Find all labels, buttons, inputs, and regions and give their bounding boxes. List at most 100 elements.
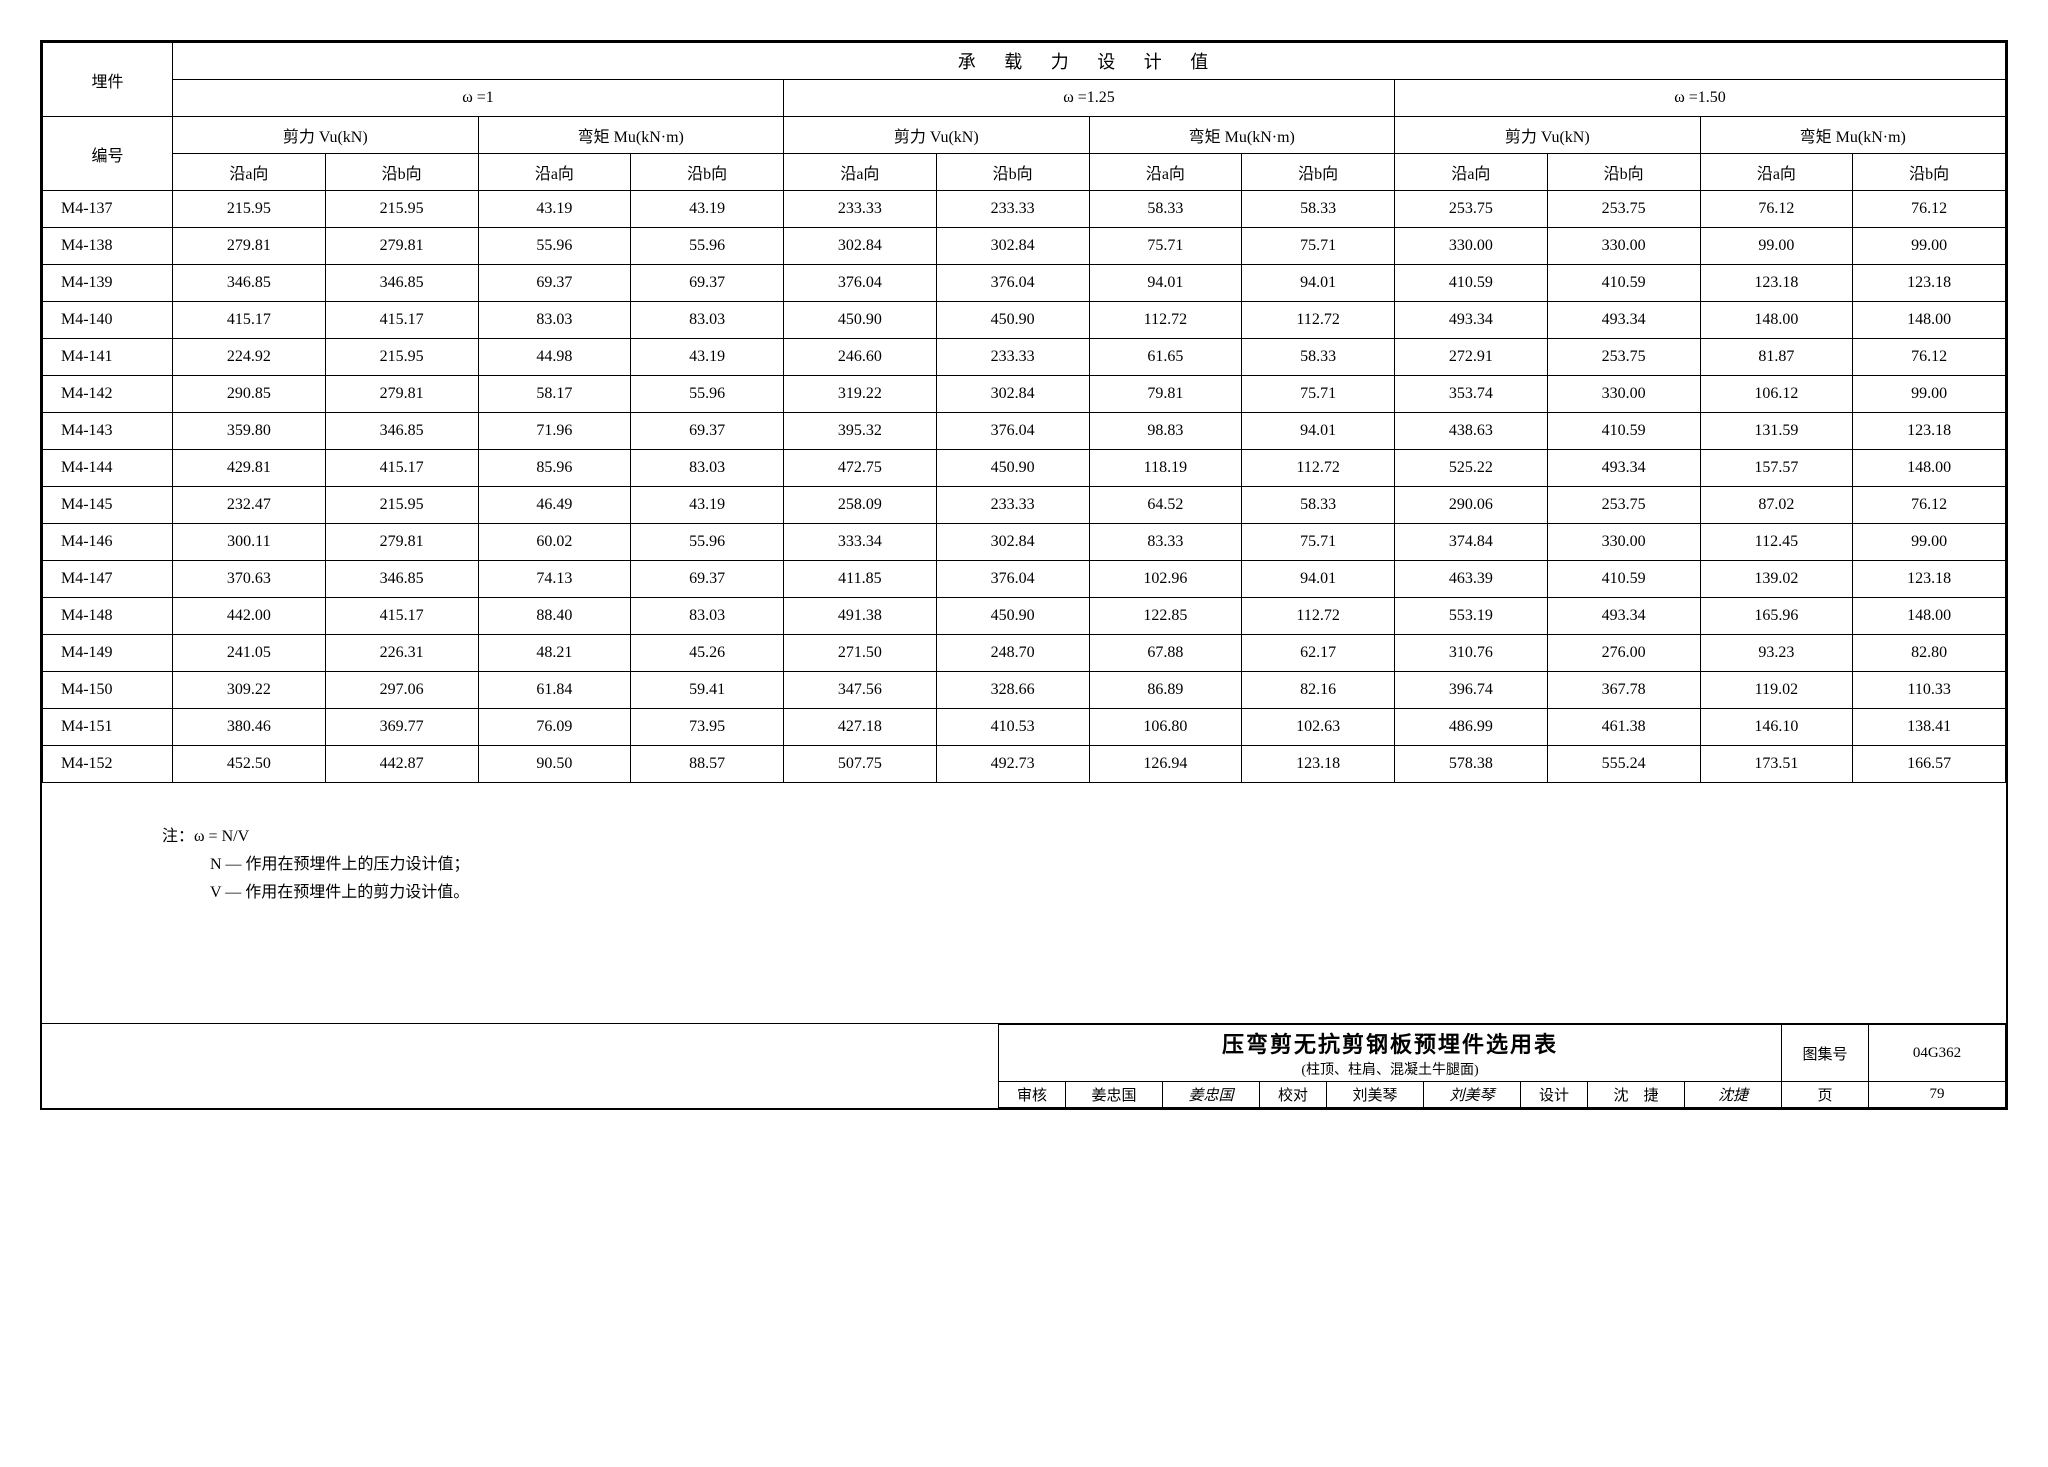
moment-header-1: 弯矩 Mu(kN·m): [478, 117, 784, 154]
value-cell: 493.34: [1547, 302, 1700, 339]
table-row: M4-146300.11279.8160.0255.96333.34302.84…: [43, 524, 2006, 561]
notes-prefix: 注：: [162, 828, 194, 845]
value-cell: 157.57: [1700, 450, 1853, 487]
value-cell: 71.96: [478, 413, 631, 450]
check-name: 刘美琴: [1327, 1082, 1424, 1108]
value-cell: 330.00: [1395, 228, 1548, 265]
direction-row: 沿a向沿b向沿a向沿b向沿a向沿b向沿a向沿b向沿a向沿b向沿a向沿b向: [43, 154, 2006, 191]
value-cell: 233.33: [936, 191, 1089, 228]
table-row: M4-138279.81279.8155.9655.96302.84302.84…: [43, 228, 2006, 265]
titleblock-subtitle: (柱顶、柱肩、混凝土牛腿面): [1007, 1059, 1773, 1079]
value-cell: 112.72: [1242, 302, 1395, 339]
value-cell: 83.03: [631, 302, 784, 339]
value-cell: 491.38: [784, 598, 937, 635]
value-cell: 395.32: [784, 413, 937, 450]
value-cell: 302.84: [936, 228, 1089, 265]
value-cell: 82.16: [1242, 672, 1395, 709]
row-id: M4-144: [43, 450, 173, 487]
shear-header-3: 剪力 Vu(kN): [1395, 117, 1701, 154]
value-cell: 59.41: [631, 672, 784, 709]
value-cell: 472.75: [784, 450, 937, 487]
value-cell: 376.04: [784, 265, 937, 302]
value-cell: 253.75: [1547, 191, 1700, 228]
value-cell: 442.00: [173, 598, 326, 635]
value-cell: 82.80: [1853, 635, 2006, 672]
value-cell: 43.19: [631, 339, 784, 376]
value-cell: 55.96: [631, 524, 784, 561]
value-cell: 450.90: [936, 450, 1089, 487]
value-cell: 44.98: [478, 339, 631, 376]
value-cell: 76.12: [1853, 487, 2006, 524]
check-signature: 刘美琴: [1424, 1082, 1521, 1108]
value-cell: 253.75: [1395, 191, 1548, 228]
value-cell: 276.00: [1547, 635, 1700, 672]
note-line-3: V — 作用在预埋件上的剪力设计值。: [162, 879, 2006, 907]
value-cell: 81.87: [1700, 339, 1853, 376]
value-cell: 55.96: [631, 376, 784, 413]
row-id: M4-140: [43, 302, 173, 339]
value-cell: 290.06: [1395, 487, 1548, 524]
table-row: M4-152452.50442.8790.5088.57507.75492.73…: [43, 746, 2006, 783]
value-cell: 123.18: [1700, 265, 1853, 302]
table-row: M4-147370.63346.8574.1369.37411.85376.04…: [43, 561, 2006, 598]
moment-header-2: 弯矩 Mu(kN·m): [1089, 117, 1395, 154]
value-cell: 233.33: [936, 339, 1089, 376]
table-row: M4-144429.81415.1785.9683.03472.75450.90…: [43, 450, 2006, 487]
value-cell: 410.59: [1547, 413, 1700, 450]
omega-150: ω =1.50: [1395, 80, 2006, 117]
value-cell: 553.19: [1395, 598, 1548, 635]
value-cell: 330.00: [1547, 376, 1700, 413]
value-cell: 525.22: [1395, 450, 1548, 487]
value-cell: 76.12: [1853, 191, 2006, 228]
value-cell: 450.90: [936, 302, 1089, 339]
value-cell: 493.34: [1395, 302, 1548, 339]
row-id: M4-138: [43, 228, 173, 265]
row-id: M4-152: [43, 746, 173, 783]
value-cell: 58.17: [478, 376, 631, 413]
value-cell: 359.80: [173, 413, 326, 450]
page-label: 页: [1782, 1082, 1869, 1108]
value-cell: 450.90: [936, 598, 1089, 635]
value-cell: 173.51: [1700, 746, 1853, 783]
value-cell: 43.19: [631, 487, 784, 524]
dir-a-header: 沿a向: [478, 154, 631, 191]
value-cell: 438.63: [1395, 413, 1548, 450]
value-cell: 410.53: [936, 709, 1089, 746]
value-cell: 241.05: [173, 635, 326, 672]
value-cell: 346.85: [325, 413, 478, 450]
value-cell: 226.31: [325, 635, 478, 672]
value-cell: 215.95: [325, 191, 478, 228]
value-cell: 463.39: [1395, 561, 1548, 598]
value-cell: 112.72: [1242, 450, 1395, 487]
value-cell: 139.02: [1700, 561, 1853, 598]
value-cell: 272.91: [1395, 339, 1548, 376]
value-cell: 429.81: [173, 450, 326, 487]
dir-a-header: 沿a向: [1089, 154, 1242, 191]
value-cell: 112.72: [1242, 598, 1395, 635]
value-cell: 45.26: [631, 635, 784, 672]
value-cell: 55.96: [631, 228, 784, 265]
value-cell: 302.84: [784, 228, 937, 265]
page-number: 79: [1869, 1082, 2006, 1108]
title-block: 压弯剪无抗剪钢板预埋件选用表 (柱顶、柱肩、混凝土牛腿面) 图集号 04G362…: [42, 1023, 2006, 1108]
value-cell: 90.50: [478, 746, 631, 783]
atlas-label: 图集号: [1782, 1025, 1869, 1082]
value-cell: 578.38: [1395, 746, 1548, 783]
shear-header-1: 剪力 Vu(kN): [173, 117, 479, 154]
value-cell: 83.03: [631, 450, 784, 487]
value-cell: 123.18: [1853, 561, 2006, 598]
value-cell: 83.33: [1089, 524, 1242, 561]
value-cell: 87.02: [1700, 487, 1853, 524]
value-cell: 290.85: [173, 376, 326, 413]
dir-b-header: 沿b向: [1547, 154, 1700, 191]
atlas-number: 04G362: [1869, 1025, 2006, 1082]
value-cell: 69.37: [631, 413, 784, 450]
value-cell: 215.95: [325, 339, 478, 376]
titleblock-title: 压弯剪无抗剪钢板预埋件选用表: [1007, 1027, 1773, 1059]
dir-a-header: 沿a向: [173, 154, 326, 191]
value-cell: 346.85: [325, 265, 478, 302]
value-cell: 415.17: [173, 302, 326, 339]
value-cell: 69.37: [631, 561, 784, 598]
corner-header-bottom: 编号: [43, 117, 173, 191]
value-cell: 353.74: [1395, 376, 1548, 413]
